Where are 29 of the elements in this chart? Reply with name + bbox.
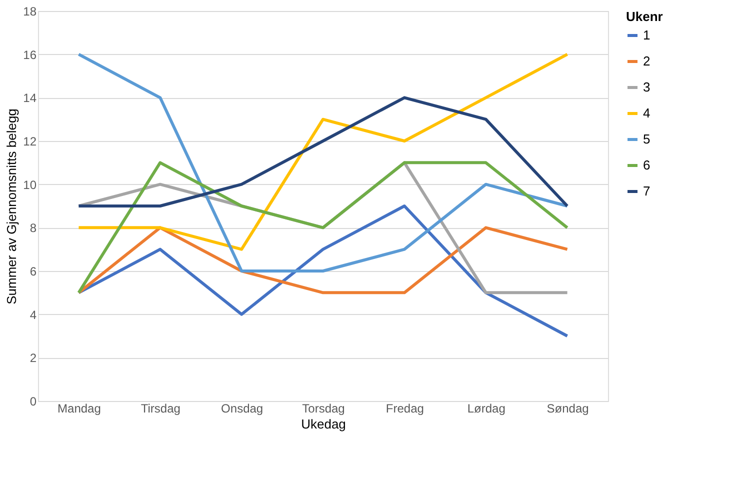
y-tick-label: 16 [23,48,37,62]
x-tick-label: Mandag [58,402,101,416]
legend-label: 1 [643,28,650,42]
x-tick-label: Søndag [546,402,589,416]
legend-label: 6 [643,158,650,172]
x-axis-title: Ukedag [301,416,346,432]
line-series [77,226,569,294]
y-tick-label: 14 [23,91,37,106]
line-series [77,96,569,208]
legend-label: 7 [643,184,650,198]
legend-label: 5 [643,132,650,146]
y-axis-title: Summer av Gjennomsnitts belegg [4,108,20,304]
legend-label: 2 [643,54,650,68]
legend-label: 4 [643,106,650,120]
x-tick-label: Torsdag [302,402,345,416]
y-tick-label: 12 [23,134,37,148]
y-tick-label: 8 [30,221,37,236]
x-tick-label: Fredag [386,402,424,416]
x-tick-label: Tirsdag [140,402,180,416]
y-tick-label: 6 [30,264,37,278]
y-tick-label: 10 [23,178,37,192]
x-tick-label: Onsdag [221,402,264,416]
y-tick-label: 0 [30,394,37,408]
legend-label: 3 [643,80,650,94]
y-tick-label: 18 [23,4,37,18]
y-tick-label: 4 [30,308,37,322]
legend-title: Ukenr [626,9,663,24]
y-tick-label: 2 [30,351,37,366]
x-tick-label: Lørdag [467,402,506,416]
